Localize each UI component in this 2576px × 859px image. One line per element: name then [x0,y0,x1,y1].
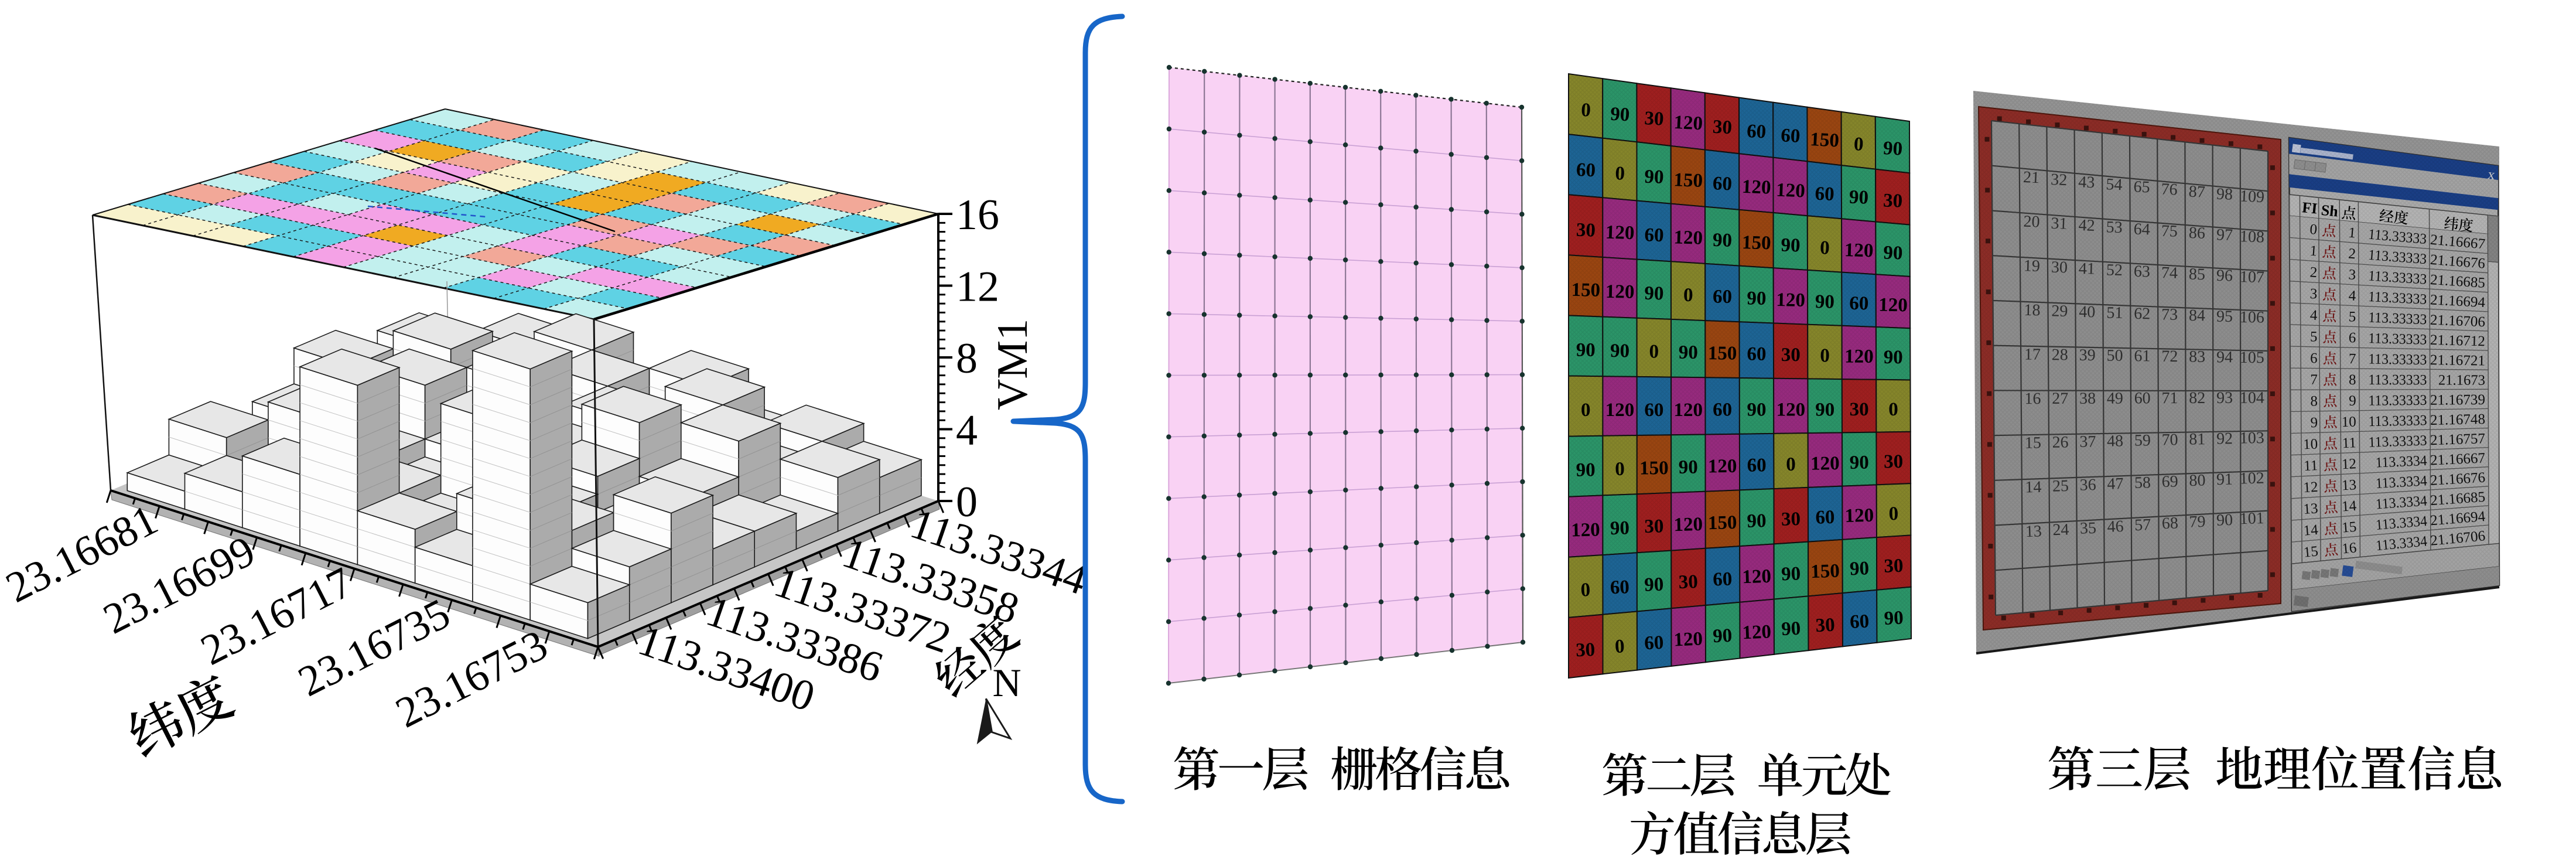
svg-text:4: 4 [956,407,978,455]
svg-text:N: N [992,660,1021,705]
svg-text:0: 0 [956,478,978,526]
svg-text:VM1: VM1 [989,319,1037,410]
svg-text:16: 16 [956,191,999,239]
svg-text:12: 12 [956,263,999,311]
svg-text:8: 8 [956,335,978,383]
